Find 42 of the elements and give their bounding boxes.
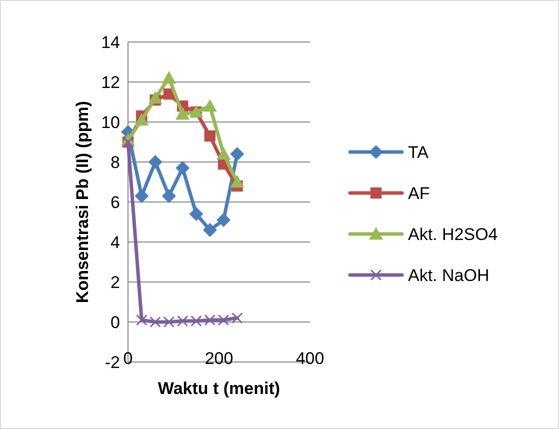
y-tick-label: 8 <box>110 152 120 172</box>
point <box>204 314 216 326</box>
legend-label: Akt. H2SO4 <box>408 224 498 244</box>
y-tick-label: 0 <box>110 312 120 332</box>
point <box>148 91 162 104</box>
point <box>190 315 202 327</box>
y-tick-label: 10 <box>101 112 120 132</box>
legend-label: Akt. NaOH <box>408 266 490 285</box>
point <box>148 155 162 169</box>
point <box>162 189 176 203</box>
y-tick-label: 4 <box>110 232 120 252</box>
point <box>232 312 243 324</box>
point <box>230 147 244 161</box>
y-tick-label: 12 <box>101 72 120 92</box>
x-tick-label: 0 <box>123 349 133 368</box>
x-axis-title: Waktu t (menit) <box>158 379 280 398</box>
legend-label: AF <box>408 184 430 203</box>
point <box>204 130 216 142</box>
point <box>189 207 204 221</box>
point <box>150 316 161 328</box>
point <box>163 316 175 328</box>
point <box>134 113 149 126</box>
x-tick-label: 400 <box>296 349 324 368</box>
point <box>136 314 148 326</box>
point <box>202 223 217 237</box>
point <box>218 314 230 326</box>
point <box>216 213 231 227</box>
point <box>176 161 190 175</box>
y-tick-label: -2 <box>104 352 120 372</box>
point <box>162 71 176 84</box>
y-tick-label: 6 <box>110 192 120 212</box>
y-tick-label: 2 <box>110 272 120 292</box>
y-axis-title: Konsentrasi Pb (II) (ppm) <box>73 100 92 304</box>
legend-label: TA <box>408 142 430 162</box>
point <box>176 315 188 327</box>
point <box>176 107 190 120</box>
y-tick-label: 14 <box>101 32 120 52</box>
point <box>230 175 244 188</box>
point <box>216 147 231 160</box>
point <box>202 99 217 112</box>
point <box>134 189 149 203</box>
x-tick-label: 200 <box>204 349 234 368</box>
